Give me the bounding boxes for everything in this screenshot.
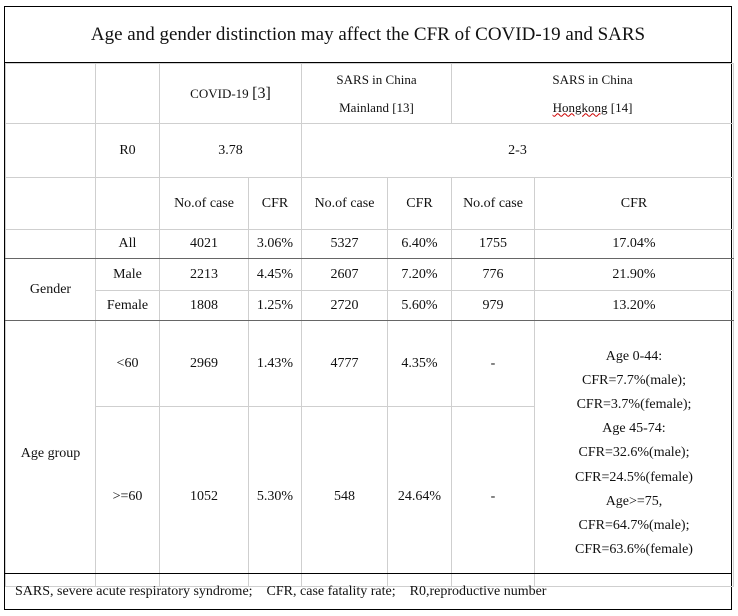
age-group-label: Age group <box>5 320 96 587</box>
sars-hk-line1: SARS in China <box>552 71 633 87</box>
cfr-col-covid: CFR <box>248 177 302 230</box>
table-title: Age and gender distinction may affect th… <box>5 7 731 63</box>
table-cell: 4021 <box>159 229 249 259</box>
covid-name: COVID-19 <box>190 85 249 101</box>
cases-col-covid: No.of case <box>159 177 249 230</box>
table-cell: 13.20% <box>534 290 734 321</box>
all-label: All <box>95 229 160 259</box>
table-cell: 1052 <box>159 406 249 587</box>
hk-age-line: Age 45-74: <box>602 421 666 437</box>
table-cell: 17.04% <box>534 229 734 259</box>
hk-age-line: Age 0-44: <box>605 348 663 364</box>
female-label: Female <box>95 290 160 321</box>
sars-hk-header: SARS in China Hongkong [14] <box>451 63 734 124</box>
table-cell: 2213 <box>159 258 249 291</box>
table-cell: 548 <box>301 406 388 587</box>
table-cell: 1.25% <box>248 290 302 321</box>
sars-mainland-line1: SARS in China <box>336 71 417 87</box>
hk-age-cfr-cell: Age 0-44: CFR=7.7%(male); CFR=3.7%(femal… <box>534 320 734 587</box>
table-cell: 2607 <box>301 258 388 291</box>
covid-ref: [3] <box>252 84 271 102</box>
male-label: Male <box>95 258 160 291</box>
hk-age-line: CFR=63.6%(female) <box>575 542 693 558</box>
cfr-col-mainland: CFR <box>387 177 452 230</box>
r0-label: R0 <box>95 123 160 178</box>
hk-age-line: Age>=75, <box>605 493 663 509</box>
covid-header: COVID-19 [3] <box>159 63 302 124</box>
gender-label: Gender <box>5 258 96 321</box>
table-cell: - <box>451 406 535 587</box>
r0-sars: 2-3 <box>301 123 734 178</box>
hongkong-word: Hongkong <box>552 99 608 115</box>
table-cell: 6.40% <box>387 229 452 259</box>
sars-hk-line2: Hongkong [14] <box>452 94 733 122</box>
ge60-label: >=60 <box>95 406 160 587</box>
table-footnote: SARS, severe acute respiratory syndrome;… <box>5 573 731 609</box>
table-cell: 4777 <box>301 320 388 407</box>
hk-age-line: CFR=24.5%(female) <box>575 469 693 485</box>
hk-age-line: CFR=64.7%(male); <box>578 518 690 533</box>
blank-sub-1 <box>5 177 96 230</box>
blank-r0 <box>5 123 96 178</box>
sars-mainland-header: SARS in China Mainland [13] <box>301 63 452 124</box>
table-cell: 4.35% <box>387 320 452 407</box>
table-cell: 2720 <box>301 290 388 321</box>
table-cell: 5.60% <box>387 290 452 321</box>
table-cell: 979 <box>451 290 535 321</box>
table-cell: - <box>451 320 535 407</box>
sars-mainland-line2: Mainland [13] <box>339 99 414 115</box>
table-cell: 5327 <box>301 229 388 259</box>
table-cell: 7.20% <box>387 258 452 291</box>
hk-age-line: CFR=7.7%(male); <box>582 372 686 388</box>
table-cell: 2969 <box>159 320 249 407</box>
table-cell: 3.06% <box>248 229 302 259</box>
data-table: COVID-19 [3] SARS in China Mainland [13] … <box>5 63 734 587</box>
table-cell: 4.45% <box>248 258 302 291</box>
table-cell: 24.64% <box>387 406 452 587</box>
table-cell: 1808 <box>159 290 249 321</box>
cfr-col-hk: CFR <box>534 177 734 230</box>
cases-col-mainland: No.of case <box>301 177 388 230</box>
table-cell: 5.30% <box>248 406 302 587</box>
table-cell: 776 <box>451 258 535 291</box>
blank-header-2 <box>95 63 160 124</box>
table-cell: 1755 <box>451 229 535 259</box>
lt60-label: <60 <box>95 320 160 407</box>
hk-age-line: CFR=3.7%(female); <box>576 396 692 412</box>
r0-covid: 3.78 <box>159 123 302 178</box>
sars-hk-ref: [14] <box>607 99 633 115</box>
table-cell: 21.90% <box>534 258 734 291</box>
table-cell: 1.43% <box>248 320 302 407</box>
blank-header-1 <box>5 63 96 124</box>
blank-sub-2 <box>95 177 160 230</box>
cases-col-hk: No.of case <box>451 177 535 230</box>
blank-all <box>5 229 96 259</box>
table-frame: Age and gender distinction may affect th… <box>4 6 734 610</box>
hk-age-line: CFR=32.6%(male); <box>578 445 690 461</box>
